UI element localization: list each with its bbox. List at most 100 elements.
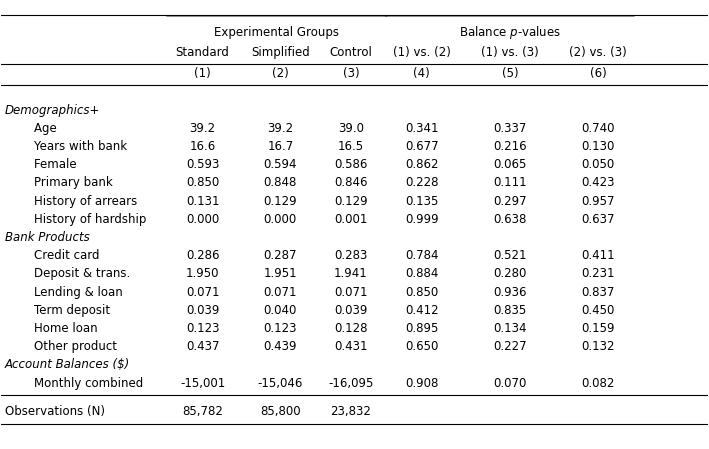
Text: Experimental Groups: Experimental Groups xyxy=(214,26,340,40)
Text: 0.637: 0.637 xyxy=(581,213,615,226)
Text: 0.128: 0.128 xyxy=(334,322,368,335)
Text: 0.846: 0.846 xyxy=(334,176,368,189)
Text: -15,001: -15,001 xyxy=(180,377,225,390)
Text: Credit card: Credit card xyxy=(19,249,99,262)
Text: Age: Age xyxy=(19,122,57,135)
Text: 0.287: 0.287 xyxy=(264,249,297,262)
Text: Female: Female xyxy=(19,158,77,171)
Text: History of hardship: History of hardship xyxy=(19,213,147,226)
Text: 0.227: 0.227 xyxy=(493,340,527,353)
Text: 0.594: 0.594 xyxy=(264,158,297,171)
Text: 0.957: 0.957 xyxy=(581,194,615,207)
Text: 0.593: 0.593 xyxy=(186,158,219,171)
Text: Simplified: Simplified xyxy=(251,46,310,59)
Text: 0.908: 0.908 xyxy=(405,377,438,390)
Text: -15,046: -15,046 xyxy=(257,377,303,390)
Text: Lending & loan: Lending & loan xyxy=(19,286,123,299)
Text: 0.065: 0.065 xyxy=(493,158,527,171)
Text: Other product: Other product xyxy=(19,340,117,353)
Text: 39.0: 39.0 xyxy=(338,122,364,135)
Text: 0.039: 0.039 xyxy=(334,304,368,317)
Text: (1) vs. (2): (1) vs. (2) xyxy=(393,46,450,59)
Text: (1) vs. (3): (1) vs. (3) xyxy=(481,46,539,59)
Text: 0.135: 0.135 xyxy=(405,194,438,207)
Text: 0.848: 0.848 xyxy=(264,176,297,189)
Text: 0.650: 0.650 xyxy=(405,340,438,353)
Text: 0.341: 0.341 xyxy=(405,122,438,135)
Text: Bank Products: Bank Products xyxy=(5,231,89,244)
Text: 0.131: 0.131 xyxy=(186,194,219,207)
Text: 0.936: 0.936 xyxy=(493,286,527,299)
Text: 0.784: 0.784 xyxy=(405,249,438,262)
Text: 0.850: 0.850 xyxy=(405,286,438,299)
Text: 0.337: 0.337 xyxy=(493,122,527,135)
Text: 0.130: 0.130 xyxy=(581,140,615,153)
Text: 0.111: 0.111 xyxy=(493,176,527,189)
Text: 0.423: 0.423 xyxy=(581,176,615,189)
Text: (6): (6) xyxy=(590,67,606,80)
Text: 0.134: 0.134 xyxy=(493,322,527,335)
Text: 0.586: 0.586 xyxy=(334,158,368,171)
Text: 85,782: 85,782 xyxy=(182,405,223,418)
Text: 39.2: 39.2 xyxy=(267,122,294,135)
Text: 0.123: 0.123 xyxy=(264,322,297,335)
Text: 0.129: 0.129 xyxy=(334,194,368,207)
Text: (5): (5) xyxy=(501,67,518,80)
Text: 0.835: 0.835 xyxy=(493,304,527,317)
Text: History of arrears: History of arrears xyxy=(19,194,138,207)
Text: 0.297: 0.297 xyxy=(493,194,527,207)
Text: 0.850: 0.850 xyxy=(186,176,219,189)
Text: 0.450: 0.450 xyxy=(581,304,615,317)
Text: 0.071: 0.071 xyxy=(334,286,368,299)
Text: Demographics+: Demographics+ xyxy=(5,104,100,117)
Text: 0.071: 0.071 xyxy=(186,286,219,299)
Text: -16,095: -16,095 xyxy=(328,377,374,390)
Text: 16.7: 16.7 xyxy=(267,140,294,153)
Text: Monthly combined: Monthly combined xyxy=(19,377,143,390)
Text: Deposit & trans.: Deposit & trans. xyxy=(19,268,130,281)
Text: Primary bank: Primary bank xyxy=(19,176,113,189)
Text: 16.5: 16.5 xyxy=(338,140,364,153)
Text: 0.082: 0.082 xyxy=(581,377,615,390)
Text: 0.000: 0.000 xyxy=(264,213,297,226)
Text: 0.884: 0.884 xyxy=(405,268,438,281)
Text: 0.280: 0.280 xyxy=(493,268,527,281)
Text: 1.941: 1.941 xyxy=(334,268,368,281)
Text: Home loan: Home loan xyxy=(19,322,98,335)
Text: 85,800: 85,800 xyxy=(260,405,301,418)
Text: Observations (N): Observations (N) xyxy=(5,405,105,418)
Text: (1): (1) xyxy=(194,67,211,80)
Text: 0.286: 0.286 xyxy=(186,249,219,262)
Text: 0.040: 0.040 xyxy=(264,304,297,317)
Text: Years with bank: Years with bank xyxy=(19,140,127,153)
Text: 0.123: 0.123 xyxy=(186,322,219,335)
Text: 0.521: 0.521 xyxy=(493,249,527,262)
Text: 16.6: 16.6 xyxy=(189,140,216,153)
Text: 0.439: 0.439 xyxy=(264,340,297,353)
Text: 0.000: 0.000 xyxy=(186,213,219,226)
Text: 0.228: 0.228 xyxy=(405,176,438,189)
Text: 0.231: 0.231 xyxy=(581,268,615,281)
Text: 0.159: 0.159 xyxy=(581,322,615,335)
Text: 0.283: 0.283 xyxy=(334,249,368,262)
Text: Standard: Standard xyxy=(176,46,230,59)
Text: 0.216: 0.216 xyxy=(493,140,527,153)
Text: 0.431: 0.431 xyxy=(334,340,368,353)
Text: 0.677: 0.677 xyxy=(405,140,438,153)
Text: (4): (4) xyxy=(413,67,430,80)
Text: 0.862: 0.862 xyxy=(405,158,438,171)
Text: 0.412: 0.412 xyxy=(405,304,438,317)
Text: 0.437: 0.437 xyxy=(186,340,219,353)
Text: 0.638: 0.638 xyxy=(493,213,527,226)
Text: 0.740: 0.740 xyxy=(581,122,615,135)
Text: Control: Control xyxy=(330,46,372,59)
Text: (2) vs. (3): (2) vs. (3) xyxy=(569,46,627,59)
Text: 0.132: 0.132 xyxy=(581,340,615,353)
Text: 0.129: 0.129 xyxy=(264,194,297,207)
Text: 39.2: 39.2 xyxy=(189,122,216,135)
Text: 0.071: 0.071 xyxy=(264,286,297,299)
Text: Term deposit: Term deposit xyxy=(19,304,110,317)
Text: 0.999: 0.999 xyxy=(405,213,438,226)
Text: 0.001: 0.001 xyxy=(334,213,368,226)
Text: 0.411: 0.411 xyxy=(581,249,615,262)
